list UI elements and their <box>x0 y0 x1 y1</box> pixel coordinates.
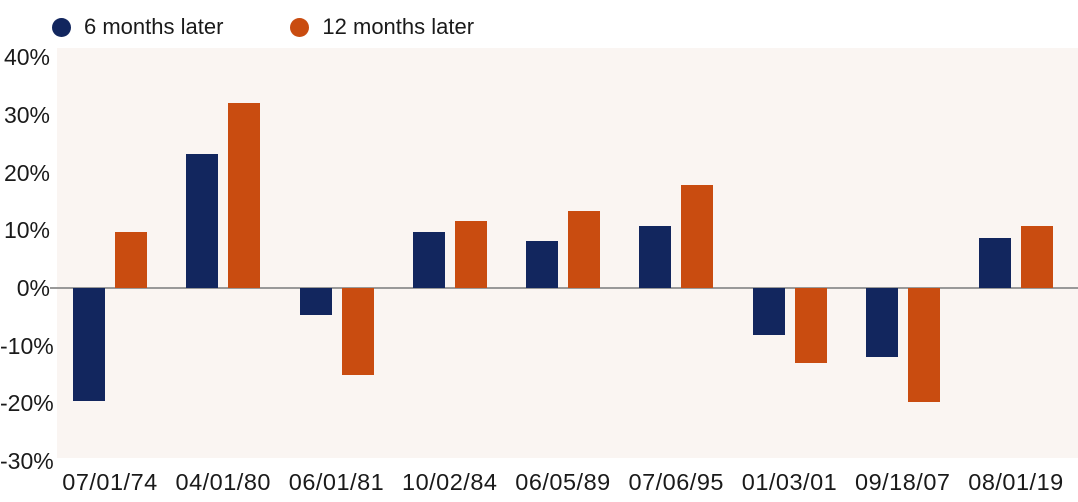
y-tick-label: -30% <box>0 448 54 475</box>
x-tick-label: 06/05/89 <box>515 469 611 495</box>
legend-dot-12-months-icon <box>290 17 310 37</box>
bar-6m-04/01/80 <box>186 153 219 288</box>
bar-12m-06/05/89 <box>568 211 600 288</box>
bar-6m-01/03/01 <box>752 288 785 335</box>
y-tick-label: -20% <box>0 390 54 417</box>
bar-12m-01/03/01 <box>794 288 827 363</box>
bar-6m-10/02/84 <box>412 232 445 288</box>
bar-12m-07/06/95 <box>681 185 714 288</box>
bar-12m-08/01/19 <box>1021 226 1053 288</box>
chart-legend: 6 months later 12 months later <box>52 14 474 40</box>
legend-label-12-months-later: 12 months later <box>322 14 475 39</box>
bar-12m-06/01/81 <box>341 288 374 375</box>
zero-axis-line <box>50 287 1078 289</box>
bar-12m-09/18/07 <box>907 288 940 403</box>
legend-item-6-months-later: 6 months later <box>52 14 223 40</box>
x-tick-label: 04/01/80 <box>175 469 271 495</box>
legend-label-6-months-later: 6 months later <box>84 14 224 39</box>
bar-6m-07/01/74 <box>73 288 105 402</box>
y-tick-label: 10% <box>3 217 50 244</box>
x-tick-label: 01/03/01 <box>741 469 838 495</box>
x-tick-label: 09/18/07 <box>855 469 951 495</box>
x-tick-label: 08/01/19 <box>968 469 1064 495</box>
y-tick-label: 0% <box>16 275 50 301</box>
y-tick-label: 40% <box>3 44 50 71</box>
x-tick-label: 06/01/81 <box>288 469 385 495</box>
y-tick-label: -10% <box>0 332 54 359</box>
bar-6m-06/05/89 <box>526 241 558 288</box>
bar-12m-10/02/84 <box>454 221 487 288</box>
bar-6m-08/01/19 <box>979 238 1011 288</box>
bar-6m-07/06/95 <box>639 226 672 288</box>
bar-6m-09/18/07 <box>865 288 898 357</box>
bar-12m-04/01/80 <box>228 103 261 288</box>
bar-12m-07/01/74 <box>115 232 147 288</box>
x-tick-label: 10/02/84 <box>402 469 498 495</box>
x-tick-label: 07/01/74 <box>62 469 158 495</box>
y-tick-label: 20% <box>3 159 50 186</box>
legend-dot-6-months-icon <box>52 17 71 37</box>
bar-6m-06/01/81 <box>299 288 332 315</box>
x-tick-label: 07/06/95 <box>628 469 724 495</box>
y-tick-label: 30% <box>3 101 50 128</box>
legend-item-12-months-later: 12 months later <box>290 14 474 40</box>
